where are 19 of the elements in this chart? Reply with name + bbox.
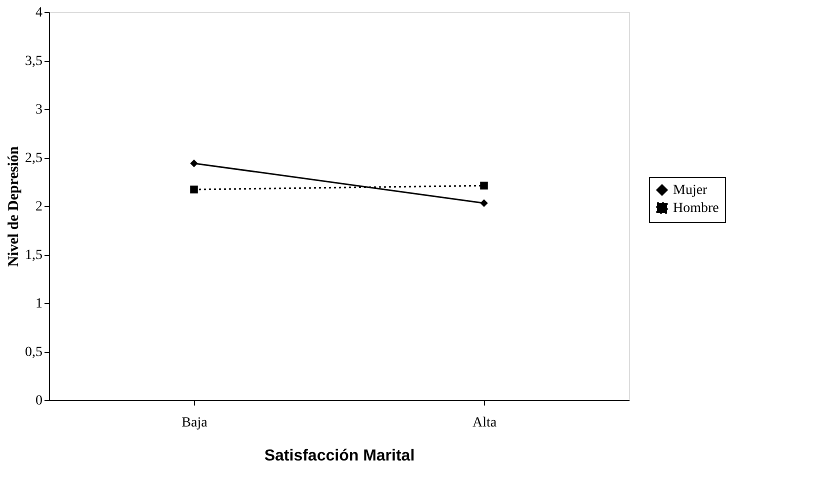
x-tick-label: Alta	[472, 416, 498, 430]
legend-label: Hombre	[673, 201, 719, 216]
y-tick-label: 3,5	[25, 54, 42, 69]
x-tick-label: Baja	[182, 416, 208, 430]
y-tick-label: 0	[36, 394, 42, 408]
y-axis-title: Nivel de Depresión	[6, 146, 22, 267]
y-tick-label: 1	[36, 296, 42, 312]
y-tick-label: 0,5	[25, 345, 42, 360]
y-tick-label: 2	[36, 200, 42, 214]
x-axis-title: Satisfacción Marital	[264, 448, 415, 464]
y-tick-label: 2,5	[25, 151, 42, 166]
legend-label: Mujer	[673, 183, 708, 198]
point	[190, 159, 198, 168]
y-tick-label: 4	[36, 6, 42, 20]
y-tick-label: 1,5	[25, 248, 42, 263]
point	[480, 199, 488, 207]
point	[480, 182, 488, 190]
point	[190, 186, 198, 194]
y-tick-label: 3	[36, 102, 42, 118]
